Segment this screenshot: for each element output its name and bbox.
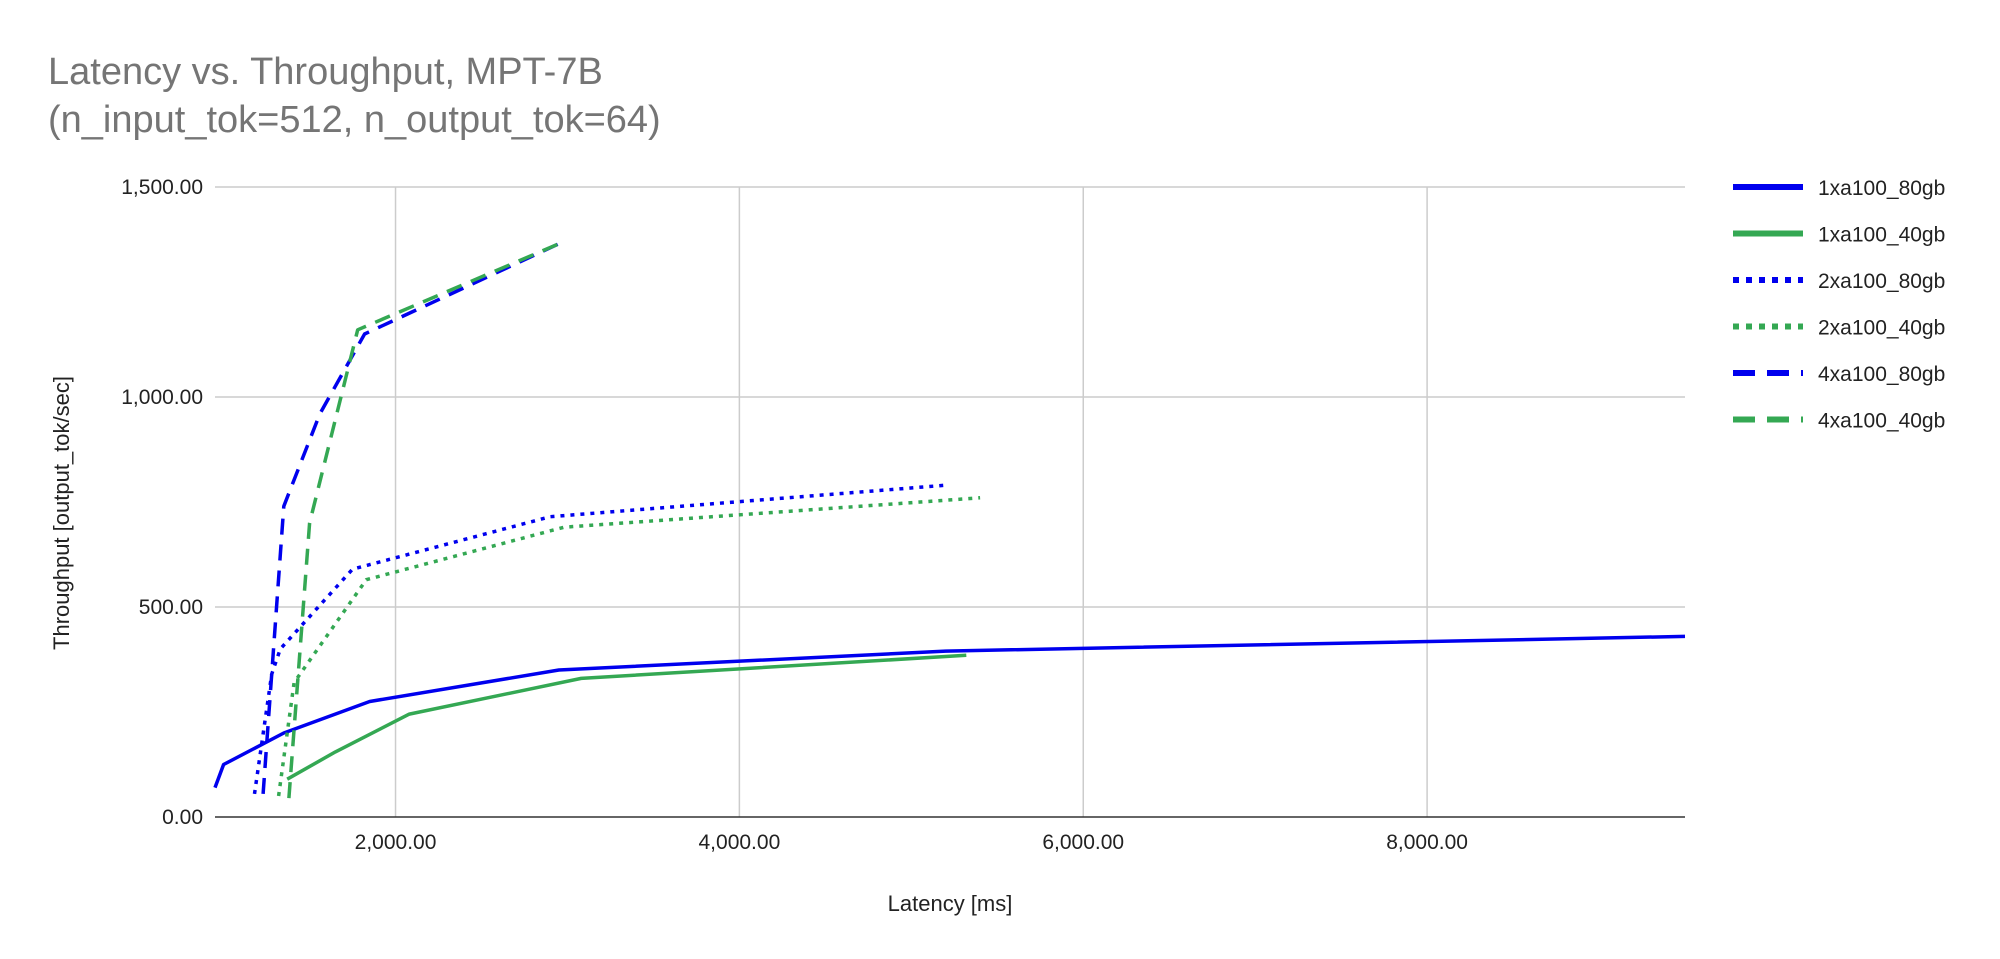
legend-label: 4xa100_80gb <box>1818 363 1945 386</box>
chart-title-line-2: (n_input_tok=512, n_output_tok=64) <box>48 99 661 141</box>
legend-label: 1xa100_80gb <box>1818 177 1945 200</box>
series-line-1xa100_80gb <box>213 634 1686 789</box>
y-tick-label: 1,500.00 <box>121 176 203 199</box>
legend: 1xa100_80gb 1xa100_40gb 2xa100_80gb 2xa100_… <box>1733 177 1945 433</box>
series-line-2xa100_40gb <box>276 496 981 797</box>
y-axis-title: Throughput [output_tok/sec] <box>49 376 74 650</box>
x-tick-label: 2,000.00 <box>355 831 437 854</box>
y-tick-label: 1,000.00 <box>121 386 203 409</box>
y-tick-labels: 0.00 500.00 1,000.00 1,500.00 <box>121 176 203 829</box>
x-tick-label: 6,000.00 <box>1042 831 1124 854</box>
x-tick-label: 4,000.00 <box>699 831 781 854</box>
legend-label: 4xa100_40gb <box>1818 410 1945 433</box>
series-line-1xa100_40gb <box>286 653 967 781</box>
y-tick-label: 500.00 <box>139 596 203 619</box>
series-line-2xa100_80gb <box>252 483 946 795</box>
legend-label: 2xa100_80gb <box>1818 270 1945 293</box>
x-tick-labels: 2,000.00 4,000.00 6,000.00 8,000.00 <box>355 831 1468 854</box>
series-line-4xa100_80gb <box>261 242 560 795</box>
x-tick-label: 8,000.00 <box>1386 831 1468 854</box>
legend-label: 1xa100_40gb <box>1818 224 1945 247</box>
y-tick-label: 0.00 <box>162 806 203 829</box>
legend-label: 2xa100_40gb <box>1818 317 1945 340</box>
gridlines <box>215 186 1685 817</box>
x-axis-title: Latency [ms] <box>888 891 1013 916</box>
series-line-4xa100_40gb <box>287 239 565 799</box>
series-lines <box>213 239 1686 799</box>
chart-title-line-1: Latency vs. Throughput, MPT-7B <box>48 51 603 93</box>
